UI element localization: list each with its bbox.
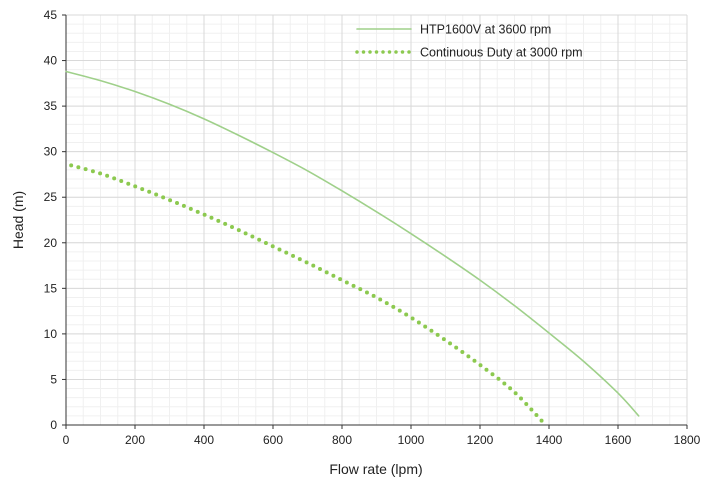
axes: Flow rate (lpm) Head (m) 0 200 400 600 800 10… [10, 8, 701, 477]
x-tick-label: 600 [263, 433, 283, 447]
legend: HTP1600V at 3600 rpm Continuous Duty at 3… [355, 23, 583, 60]
series-line-2 [69, 163, 548, 427]
y-tick-label: 10 [44, 327, 58, 341]
y-tick-label: 30 [44, 145, 58, 159]
y-tick-label: 25 [44, 190, 58, 204]
x-tick-label: 1800 [674, 433, 701, 447]
x-tick-label: 400 [194, 433, 214, 447]
y-tick-label: 45 [44, 8, 58, 22]
x-tick-label: 0 [63, 433, 70, 447]
y-tick-label: 35 [44, 99, 58, 113]
y-tick-label: 20 [44, 236, 58, 250]
y-tick-label: 40 [44, 54, 58, 68]
x-tick-label: 1400 [536, 433, 563, 447]
x-tick-label: 1000 [398, 433, 425, 447]
y-tick-label: 0 [50, 418, 57, 432]
x-tick-label: 200 [125, 433, 145, 447]
series [65, 70, 640, 427]
y-axis-title: Head (m) [10, 191, 26, 249]
y-tick-label: 5 [50, 372, 57, 386]
series-line-1 [65, 70, 640, 417]
y-tick-label: 15 [44, 281, 58, 295]
x-tick-label: 1600 [605, 433, 632, 447]
x-tick-label: 800 [332, 433, 352, 447]
grid [65, 14, 688, 426]
x-axis-title: Flow rate (lpm) [329, 461, 422, 477]
legend-label-1: HTP1600V at 3600 rpm [420, 23, 551, 37]
legend-label-2: Continuous Duty at 3000 rpm [420, 46, 583, 60]
x-tick-label: 1200 [467, 433, 494, 447]
